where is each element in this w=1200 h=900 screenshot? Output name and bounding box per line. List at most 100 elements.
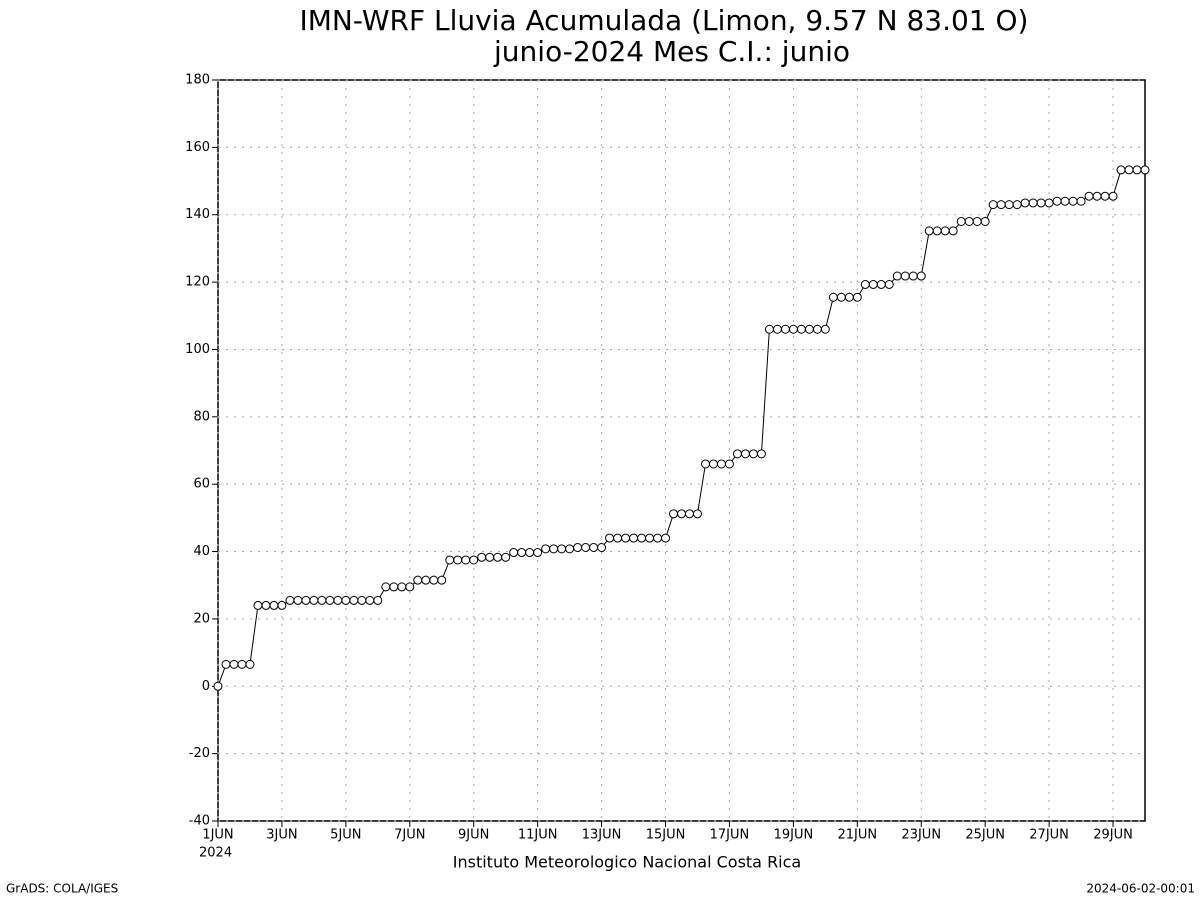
point-marker: [413, 575, 423, 585]
point-marker: [1020, 198, 1030, 208]
point-marker: [1060, 196, 1070, 206]
point-marker: [716, 459, 726, 469]
y-tick-label: 100: [185, 342, 210, 357]
point-marker: [892, 271, 902, 281]
point-marker: [229, 659, 239, 669]
point-marker: [333, 595, 343, 605]
x-tick-label: 1JUN: [202, 828, 233, 843]
point-marker: [1068, 196, 1078, 206]
point-marker: [253, 600, 263, 610]
point-marker: [868, 279, 878, 289]
x-tick-label: 27JUN: [1029, 828, 1069, 843]
point-marker: [421, 575, 431, 585]
point-marker: [669, 509, 679, 519]
point-marker: [221, 659, 231, 669]
point-marker: [1124, 165, 1134, 175]
point-marker: [988, 200, 998, 210]
point-marker: [269, 600, 279, 610]
point-marker: [277, 600, 287, 610]
point-marker: [932, 226, 942, 236]
y-tick-label: 80: [193, 409, 210, 424]
point-marker: [996, 200, 1006, 210]
point-marker: [293, 595, 303, 605]
point-marker: [389, 582, 399, 592]
point-marker: [684, 509, 694, 519]
x-year-label: 2024: [199, 846, 232, 861]
point-marker: [708, 459, 718, 469]
point-marker: [365, 595, 375, 605]
point-marker: [325, 595, 335, 605]
point-marker: [836, 292, 846, 302]
x-tick-label: 5JUN: [330, 828, 361, 843]
point-marker: [828, 292, 838, 302]
point-marker: [485, 552, 495, 562]
point-marker: [1108, 191, 1118, 201]
point-marker: [740, 449, 750, 459]
x-tick-label: 23JUN: [901, 828, 941, 843]
point-marker: [597, 543, 607, 553]
point-marker: [589, 543, 599, 553]
point-marker: [1028, 198, 1038, 208]
chart-title: IMN-WRF Lluvia Acumulada (Limon, 9.57 N …: [300, 4, 1029, 37]
point-marker: [213, 681, 223, 691]
point-marker: [756, 449, 766, 459]
point-marker: [581, 543, 591, 553]
point-marker: [860, 279, 870, 289]
point-marker: [373, 595, 383, 605]
y-tick-label: -20: [189, 746, 210, 761]
point-marker: [541, 544, 551, 554]
point-marker: [605, 533, 615, 543]
point-marker: [437, 575, 447, 585]
point-marker: [429, 575, 439, 585]
x-tick-label: 29JUN: [1093, 828, 1133, 843]
x-tick-label: 9JUN: [458, 828, 489, 843]
chart-subtitle: junio-2024 Mes C.I.: junio: [493, 35, 850, 68]
point-marker: [692, 509, 702, 519]
point-marker: [924, 226, 934, 236]
point-marker: [884, 279, 894, 289]
x-tick-label: 15JUN: [646, 828, 686, 843]
x-tick-label: 11JUN: [518, 828, 558, 843]
point-marker: [1036, 198, 1046, 208]
point-marker: [940, 226, 950, 236]
point-marker: [525, 548, 535, 558]
point-marker: [956, 216, 966, 226]
point-marker: [557, 544, 567, 554]
point-marker: [900, 271, 910, 281]
point-marker: [517, 548, 527, 558]
point-marker: [309, 595, 319, 605]
point-marker: [916, 271, 926, 281]
point-marker: [772, 324, 782, 334]
point-marker: [1140, 165, 1150, 175]
point-marker: [477, 552, 487, 562]
footer-center: Instituto Meteorologico Nacional Costa R…: [453, 853, 801, 872]
point-marker: [661, 533, 671, 543]
x-tick-label: 19JUN: [774, 828, 814, 843]
point-marker: [1004, 200, 1014, 210]
x-tick-label: 25JUN: [965, 828, 1005, 843]
point-marker: [285, 595, 295, 605]
point-marker: [549, 544, 559, 554]
point-marker: [844, 292, 854, 302]
point-marker: [948, 226, 958, 236]
point-marker: [852, 292, 862, 302]
point-marker: [980, 216, 990, 226]
point-marker: [748, 449, 758, 459]
point-marker: [1044, 198, 1054, 208]
point-marker: [1100, 191, 1110, 201]
point-marker: [341, 595, 351, 605]
y-tick-label: 180: [185, 73, 210, 88]
point-marker: [724, 459, 734, 469]
point-marker: [788, 324, 798, 334]
point-marker: [461, 555, 471, 565]
point-marker: [1132, 165, 1142, 175]
point-marker: [445, 555, 455, 565]
point-marker: [349, 595, 359, 605]
point-marker: [637, 533, 647, 543]
point-marker: [317, 595, 327, 605]
point-marker: [261, 600, 271, 610]
y-tick-label: 20: [193, 611, 210, 626]
point-marker: [629, 533, 639, 543]
point-marker: [1116, 165, 1126, 175]
point-marker: [645, 533, 655, 543]
